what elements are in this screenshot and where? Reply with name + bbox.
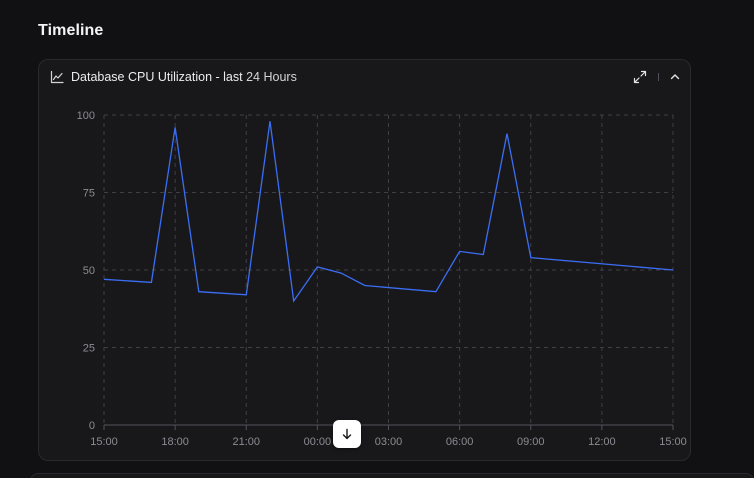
cpu-series-line (103, 121, 674, 303)
y-tick-label: 50 (83, 265, 95, 277)
scroll-down-button[interactable] (333, 420, 361, 448)
x-tick-label: 15:00 (90, 436, 118, 448)
y-tick-label: 75 (83, 188, 95, 200)
expand-button[interactable] (632, 69, 648, 85)
section-title: Timeline (38, 22, 104, 39)
x-tick-label: 12:00 (588, 436, 616, 448)
x-tick-label: 00:00 (304, 436, 332, 448)
y-tick-label: 25 (83, 343, 95, 355)
x-tick-label: 06:00 (446, 436, 474, 448)
cpu-chart-card: Database CPU Utilization - last 24 Hours… (38, 59, 691, 461)
header-divider (658, 73, 659, 81)
arrow-down-icon (342, 428, 352, 440)
x-tick-label: 21:00 (232, 436, 260, 448)
chevron-up-icon (670, 74, 680, 80)
expand-icon (633, 70, 647, 84)
next-card (30, 473, 754, 478)
x-tick-label: 03:00 (375, 436, 403, 448)
chart-title-text: Database CPU Utilization - last (71, 70, 243, 84)
y-tick-label: 100 (77, 110, 95, 122)
y-tick-label: 0 (89, 420, 95, 432)
chart-range: 24 Hours (246, 70, 297, 84)
line-chart-icon (50, 70, 64, 84)
cpu-line-chart: 0 25 50 75 100 15:00 18:00 21:00 00:00 03:00 06:00… (77, 110, 687, 448)
chart-title: Database CPU Utilization - last 24 Hours (71, 70, 297, 84)
x-tick-label: 09:00 (517, 436, 545, 448)
x-tick-label: 18:00 (161, 436, 189, 448)
x-tick-label: 15:00 (659, 436, 687, 448)
card-header: Database CPU Utilization - last 24 Hours (39, 60, 690, 96)
collapse-button[interactable] (667, 69, 683, 85)
